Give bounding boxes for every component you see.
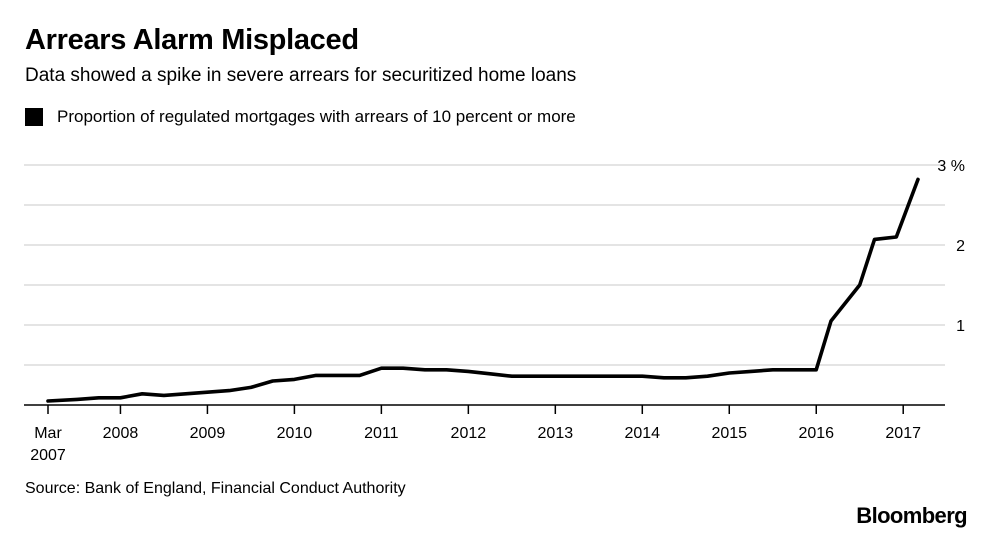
x-tick-label-4: 2011 bbox=[364, 425, 399, 442]
x-tick-label-1: 2008 bbox=[103, 425, 139, 442]
legend-label: Proportion of regulated mortgages with a… bbox=[57, 107, 576, 126]
y-tick-label-3: 2 bbox=[956, 238, 965, 255]
x-tick-sublabel-0: 2007 bbox=[30, 447, 66, 464]
series-line-0 bbox=[46, 177, 920, 403]
y-tick-label-5: 3 % bbox=[937, 158, 965, 175]
chart-title: Arrears Alarm Misplaced bbox=[25, 24, 359, 56]
x-tick-label-5: 2012 bbox=[451, 425, 487, 442]
x-tick-label-7: 2014 bbox=[624, 425, 660, 442]
y-axis: 1 2 3 % bbox=[937, 158, 965, 335]
x-tick-label-10: 2017 bbox=[885, 425, 921, 442]
x-tick-label-0: Mar bbox=[34, 425, 62, 442]
bloomberg-logo: Bloomberg bbox=[856, 503, 967, 528]
x-axis: Mar 2007 2008 2009 2010 2011 2012 2013 2014 2015 2… bbox=[30, 405, 921, 464]
y-tick-label-1: 1 bbox=[956, 318, 965, 335]
grid-lines bbox=[24, 164, 945, 366]
legend: Proportion of regulated mortgages with a… bbox=[25, 107, 576, 127]
source-note: Source: Bank of England, Financial Condu… bbox=[25, 480, 406, 497]
x-tick-label-9: 2016 bbox=[798, 425, 834, 442]
x-tick-label-8: 2015 bbox=[711, 425, 747, 442]
legend-swatch bbox=[25, 108, 43, 126]
series bbox=[46, 177, 920, 403]
x-tick-label-6: 2013 bbox=[538, 425, 574, 442]
x-tick-label-2: 2009 bbox=[190, 425, 226, 442]
chart-subtitle: Data showed a spike in severe arrears fo… bbox=[25, 65, 577, 86]
x-tick-label-3: 2010 bbox=[277, 425, 313, 442]
